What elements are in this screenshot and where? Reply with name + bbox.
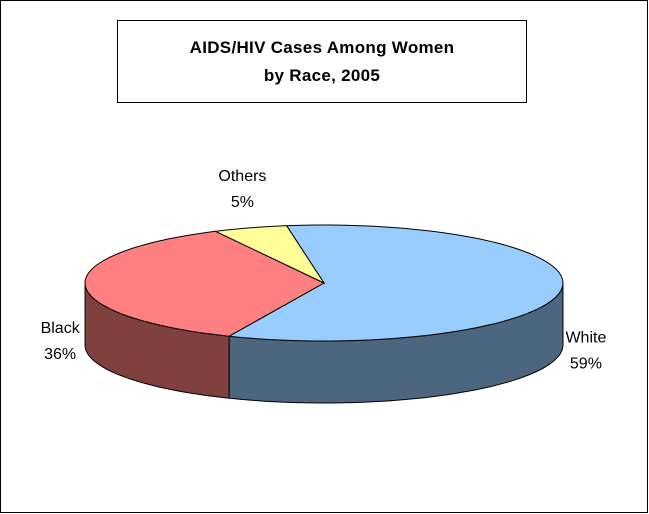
title-box: AIDS/HIV Cases Among Women by Race, 2005 — [117, 20, 527, 103]
slice-label-value: 5% — [231, 194, 254, 211]
slice-label-name: Others — [218, 168, 266, 185]
pie-slice — [84, 230, 326, 337]
pie-slice — [213, 225, 326, 285]
slice-label-name: White — [565, 329, 606, 346]
slice-label-name: Black — [41, 320, 81, 337]
slice-label-value: 59% — [570, 355, 602, 372]
slice-label-value: 36% — [44, 346, 76, 363]
chart-title: AIDS/HIV Cases Among Women by Race, 2005 — [189, 37, 455, 85]
pie-slice — [227, 224, 564, 342]
